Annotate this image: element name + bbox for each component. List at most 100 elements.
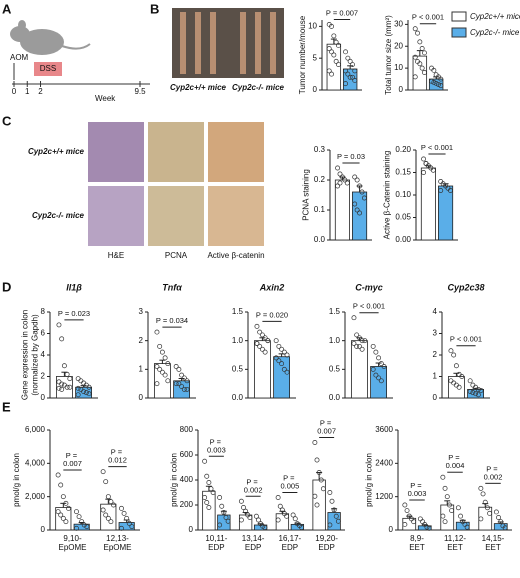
data-point xyxy=(154,364,160,369)
data-point xyxy=(478,485,484,491)
data-point xyxy=(352,78,358,83)
data-point xyxy=(402,502,408,508)
timeline-tick-label: 9.5 xyxy=(134,87,146,96)
data-point xyxy=(354,207,360,213)
data-point xyxy=(318,477,324,483)
data-point xyxy=(357,210,363,216)
data-point xyxy=(257,329,263,335)
y-axis-label: pmol/g in colon xyxy=(365,453,374,507)
data-point xyxy=(496,515,502,520)
data-point xyxy=(453,363,459,369)
y-tick-label: 1.5 xyxy=(329,307,341,316)
timeline-tick-label: 2 xyxy=(38,87,43,96)
data-point xyxy=(345,55,351,61)
data-point xyxy=(493,509,499,515)
data-point xyxy=(343,68,348,74)
data-point xyxy=(426,525,432,531)
data-point xyxy=(421,170,427,175)
data-point xyxy=(449,508,455,514)
data-point xyxy=(343,49,348,55)
data-point xyxy=(75,376,81,382)
data-point xyxy=(415,30,420,36)
chart-title: C-myc xyxy=(355,282,383,292)
histology-image xyxy=(208,122,264,182)
column-label: Active β-catenin xyxy=(207,251,264,260)
y-tick-label: 2 xyxy=(139,336,144,345)
data-point xyxy=(458,513,464,519)
y-axis-label: Gene expression in colon xyxy=(21,310,30,400)
data-point xyxy=(464,524,470,530)
data-point xyxy=(124,515,130,521)
data-point xyxy=(173,381,179,387)
data-point xyxy=(442,485,448,491)
data-point xyxy=(333,58,339,64)
data-point xyxy=(331,52,337,58)
data-point xyxy=(451,352,457,358)
data-point xyxy=(433,80,439,86)
data-point xyxy=(55,472,61,478)
y-tick-label: 3 xyxy=(433,329,438,338)
data-point xyxy=(467,389,473,394)
data-point xyxy=(159,349,165,355)
data-point xyxy=(438,188,444,193)
data-point xyxy=(181,375,187,381)
data-point xyxy=(276,358,282,364)
data-point xyxy=(482,499,488,505)
legend-label: Cyp2c-/- mice xyxy=(470,28,520,37)
data-point xyxy=(159,369,165,375)
data-point xyxy=(352,201,358,207)
data-point xyxy=(60,494,66,500)
y-tick-label: 2 xyxy=(433,350,438,359)
data-point xyxy=(64,371,70,377)
data-point xyxy=(470,390,476,396)
data-point xyxy=(417,61,423,67)
y-tick-label: 0 xyxy=(433,393,438,402)
data-point xyxy=(273,338,279,344)
data-point xyxy=(429,78,434,84)
data-point xyxy=(256,517,261,523)
panel-label: D xyxy=(2,279,11,294)
data-point xyxy=(74,525,79,531)
y-tick-label: 1 xyxy=(139,364,144,373)
data-point xyxy=(430,167,436,173)
data-point xyxy=(444,494,450,500)
legend-swatch xyxy=(451,27,467,38)
data-point xyxy=(60,515,66,521)
histology-image xyxy=(208,186,264,246)
y-tick-label: 0.0 xyxy=(314,235,326,244)
data-point xyxy=(314,457,320,463)
data-point xyxy=(121,510,127,516)
bar xyxy=(238,514,253,531)
data-point xyxy=(75,385,81,391)
y-tick-label: 0.5 xyxy=(232,364,244,373)
data-point xyxy=(206,480,212,485)
data-point xyxy=(326,68,332,74)
data-point xyxy=(292,516,298,522)
data-point xyxy=(320,486,326,492)
data-point xyxy=(329,49,334,55)
data-point xyxy=(219,503,225,509)
data-point xyxy=(165,361,171,367)
bar xyxy=(478,506,493,531)
data-point xyxy=(337,171,343,177)
data-point xyxy=(74,509,79,515)
data-point xyxy=(361,195,367,201)
y-tick-label: 8 xyxy=(41,307,46,316)
y-tick-label: 0.5 xyxy=(329,364,341,373)
data-point xyxy=(417,516,423,522)
data-point xyxy=(111,502,116,508)
data-point xyxy=(299,525,305,530)
data-point xyxy=(412,26,418,32)
y-axis-label: pmol/g in colon xyxy=(169,453,178,507)
agent-label: AOM xyxy=(10,53,29,62)
data-point xyxy=(487,510,493,516)
y-tick-label: 10 xyxy=(308,21,317,30)
data-point xyxy=(204,473,210,479)
data-point xyxy=(448,348,454,354)
p-value: P = 0.03 xyxy=(337,152,365,161)
chart-title: Axin2 xyxy=(259,282,285,292)
data-point xyxy=(265,338,271,344)
bar xyxy=(438,185,454,241)
data-point xyxy=(223,515,229,520)
chart-title: Il1β xyxy=(66,282,82,292)
